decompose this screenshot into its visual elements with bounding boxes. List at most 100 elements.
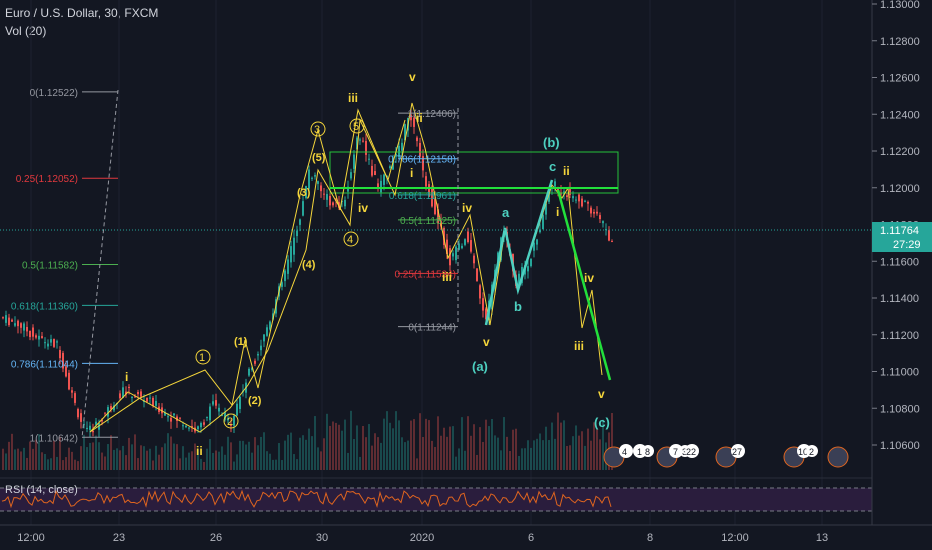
candle-body bbox=[83, 424, 85, 426]
volume-bar bbox=[497, 437, 499, 470]
candle-body bbox=[182, 425, 184, 427]
volume-bar bbox=[524, 448, 526, 470]
volume-bar bbox=[419, 413, 421, 470]
wave-label-paren: (3) bbox=[297, 187, 311, 199]
candle-body bbox=[200, 423, 202, 428]
volume-bar bbox=[326, 413, 328, 470]
event-count: 22 bbox=[686, 447, 696, 457]
volume-bar bbox=[278, 443, 280, 470]
volume-bar bbox=[209, 439, 211, 470]
volume-bar bbox=[182, 446, 184, 470]
volume-bar bbox=[164, 443, 166, 470]
candle-body bbox=[419, 142, 421, 157]
candle-body bbox=[65, 366, 67, 377]
volume-bar bbox=[173, 443, 175, 470]
candle-body bbox=[329, 195, 331, 206]
event-badge[interactable] bbox=[806, 445, 818, 457]
candle-body bbox=[32, 327, 34, 337]
volume-bar bbox=[233, 461, 235, 470]
teal-abc-path[interactable] bbox=[484, 179, 554, 326]
candle-body bbox=[611, 241, 613, 243]
volume-bar bbox=[236, 454, 238, 470]
volume-bar bbox=[44, 453, 46, 470]
candle-body bbox=[8, 317, 10, 326]
wave-label-teal: (a) bbox=[472, 359, 488, 374]
candle-body bbox=[38, 335, 40, 340]
time-axis: 12:00 23 26 30 2020 6 8 12:00 13 bbox=[17, 532, 828, 544]
volume-bar bbox=[341, 430, 343, 470]
event-badge[interactable] bbox=[619, 444, 633, 458]
event-badge[interactable] bbox=[731, 444, 745, 458]
candle-body bbox=[92, 430, 94, 433]
rsi-indicator-label: RSI (14, close) bbox=[5, 484, 78, 496]
candle-body bbox=[476, 268, 478, 282]
wave-label-teal: (b) bbox=[543, 135, 560, 150]
event-flag-icon[interactable] bbox=[827, 446, 849, 468]
candle-body bbox=[428, 184, 430, 197]
candle-body bbox=[347, 186, 349, 192]
bar-countdown: 27:29 bbox=[893, 239, 921, 251]
event-count: 4 bbox=[622, 447, 627, 457]
volume-bar bbox=[80, 446, 82, 470]
volume-bar bbox=[62, 460, 64, 470]
volume-bar bbox=[215, 450, 217, 470]
volume-bar bbox=[500, 450, 502, 470]
yellow-wave-path-2 bbox=[89, 108, 406, 433]
time-tick-label: 30 bbox=[316, 532, 328, 544]
volume-bar bbox=[296, 459, 298, 470]
volume-bar bbox=[530, 447, 532, 470]
volume-bar bbox=[434, 446, 436, 470]
volume-bar bbox=[581, 431, 583, 470]
volume-bar bbox=[458, 448, 460, 470]
volume-bar bbox=[194, 443, 196, 470]
time-tick-label: 23 bbox=[113, 532, 125, 544]
wave-label-yellow: i bbox=[556, 205, 559, 219]
candle-body bbox=[11, 319, 13, 322]
volume-bar bbox=[245, 444, 247, 470]
wave-label-teal: b bbox=[514, 299, 522, 314]
candle-body bbox=[323, 193, 325, 195]
volume-bar bbox=[569, 445, 571, 470]
volume-bar bbox=[119, 450, 121, 470]
volume-bar bbox=[83, 434, 85, 470]
candle-body bbox=[59, 350, 61, 359]
candle-body bbox=[125, 391, 127, 395]
volume-bar bbox=[404, 442, 406, 470]
candle-body bbox=[305, 185, 307, 199]
candle-body bbox=[257, 354, 259, 356]
time-tick-label: 12:00 bbox=[721, 532, 749, 544]
green-projection[interactable] bbox=[556, 189, 612, 381]
event-count: 2 bbox=[809, 447, 814, 457]
event-badge[interactable] bbox=[669, 444, 683, 458]
volume-bar bbox=[560, 422, 562, 470]
candle-body bbox=[581, 198, 583, 207]
volume-bar bbox=[206, 448, 208, 470]
candle-body bbox=[332, 202, 334, 206]
candle-body bbox=[86, 427, 88, 430]
volume-bar bbox=[218, 451, 220, 470]
price-axis-bg[interactable] bbox=[872, 0, 932, 525]
volume-bar bbox=[68, 447, 70, 470]
volume-bar bbox=[8, 441, 10, 470]
volume-bar bbox=[494, 435, 496, 470]
volume-bar bbox=[71, 451, 73, 470]
volume-bar bbox=[536, 438, 538, 470]
candle-body bbox=[434, 198, 436, 215]
fib-level-label: 0.618(1.11961) bbox=[389, 191, 456, 202]
volume-bar bbox=[338, 424, 340, 470]
candle-body bbox=[602, 221, 604, 224]
candle-body bbox=[284, 270, 286, 282]
volume-bar bbox=[200, 458, 202, 470]
volume-bar bbox=[368, 424, 370, 470]
candle-body bbox=[155, 400, 157, 406]
candle-body bbox=[299, 219, 301, 225]
event-badge[interactable] bbox=[642, 445, 654, 457]
volume-bar bbox=[287, 434, 289, 470]
candle-body bbox=[17, 320, 19, 327]
volume-bar bbox=[158, 454, 160, 470]
event-badge[interactable] bbox=[685, 444, 699, 458]
economic-events: 4 1 8 7 3 22 27 10 2 bbox=[603, 444, 849, 468]
candle-body bbox=[74, 393, 76, 403]
volume-bar bbox=[356, 425, 358, 470]
